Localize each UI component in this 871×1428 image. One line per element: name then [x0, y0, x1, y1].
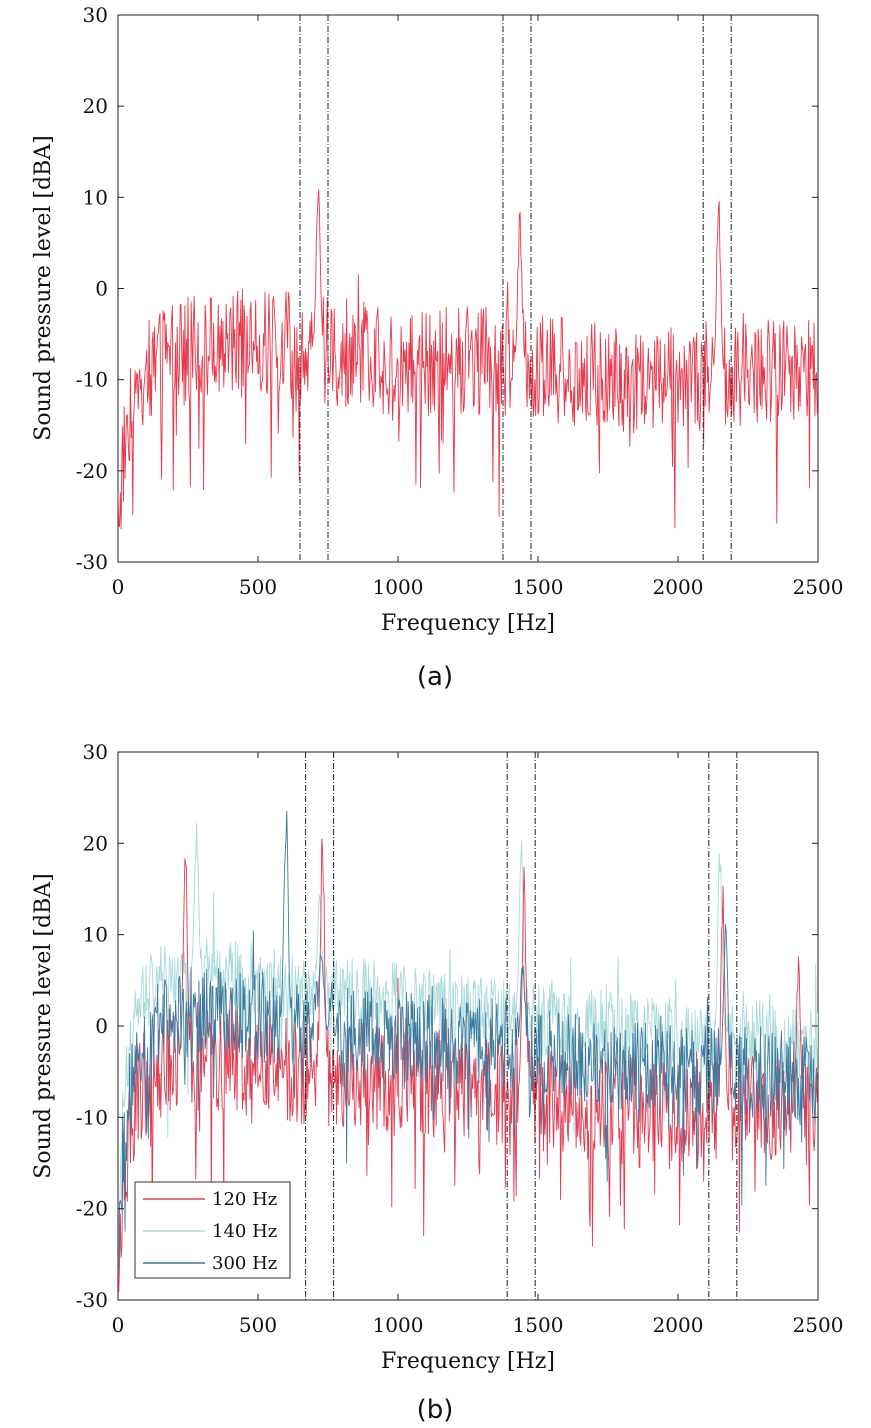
x-tick-labels: 0 500 1000 1500 2000 2500: [112, 15, 844, 599]
y-tick-label: 10: [83, 923, 108, 947]
x-tick-label: 1000: [373, 575, 424, 599]
series-group: [118, 810, 818, 1293]
legend-label-140hz: 140 Hz: [212, 1221, 277, 1242]
y-tick-label: -10: [76, 368, 108, 392]
chart-panel-b: 0 500 1000 1500 2000 2500 -30 -20 -10 0 10 20 30 Fr…: [31, 740, 843, 1425]
legend: 120 Hz 140 Hz 300 Hz: [134, 1181, 291, 1279]
series-line-spectrum: [118, 188, 818, 530]
y-tick-labels: -30 -20 -10 0 10 20 30: [76, 3, 818, 574]
chart-panel-a: 0 500 1000 1500 2000 2500 -30 -20 -10 0 10 20 30 Fr…: [31, 3, 843, 692]
y-tick-label: 20: [83, 94, 108, 118]
y-axis-label: Sound pressure level [dBA]: [31, 873, 56, 1178]
y-tick-label: 30: [83, 740, 108, 764]
y-tick-label: 20: [83, 831, 108, 855]
reference-lines: [299, 15, 732, 562]
panel-caption-a: (a): [417, 662, 453, 692]
series-line-120hz: [118, 838, 818, 1293]
x-axis-label: Frequency [Hz]: [381, 1349, 555, 1374]
series-line-300hz: [118, 810, 818, 1271]
panel-caption-b: (b): [417, 1395, 454, 1425]
y-tick-label: 0: [95, 1014, 108, 1038]
series-line-140hz: [118, 823, 818, 1258]
y-tick-label: -20: [76, 1197, 108, 1221]
x-tick-label: 500: [239, 575, 277, 599]
y-tick-label: -30: [76, 1288, 108, 1312]
y-tick-labels: -30 -20 -10 0 10 20 30: [76, 740, 818, 1312]
x-tick-label: 2500: [793, 575, 844, 599]
plot-area-frame: [117, 14, 819, 563]
legend-label-300hz: 300 Hz: [212, 1253, 277, 1274]
y-tick-label: -20: [76, 459, 108, 483]
x-tick-label: 1500: [513, 575, 564, 599]
x-tick-label: 2000: [653, 1313, 704, 1337]
y-tick-label: 30: [83, 3, 108, 27]
x-tick-label: 2000: [653, 575, 704, 599]
y-tick-label: 0: [95, 277, 108, 301]
y-axis-label: Sound pressure level [dBA]: [31, 135, 56, 440]
series-group: [118, 188, 818, 530]
x-tick-label: 1500: [513, 1313, 564, 1337]
legend-label-120hz: 120 Hz: [212, 1189, 277, 1210]
x-tick-label: 2500: [793, 1313, 844, 1337]
x-tick-label: 1000: [373, 1313, 424, 1337]
x-tick-label: 0: [112, 575, 125, 599]
legend-box: [134, 1181, 291, 1279]
y-tick-label: -10: [76, 1105, 108, 1129]
x-tick-labels: 0 500 1000 1500 2000 2500: [112, 752, 844, 1337]
x-tick-label: 500: [239, 1313, 277, 1337]
x-axis-label: Frequency [Hz]: [381, 611, 555, 636]
reference-lines: [305, 752, 738, 1300]
y-tick-label: -30: [76, 550, 108, 574]
y-tick-label: 10: [83, 185, 108, 209]
x-tick-label: 0: [112, 1313, 125, 1337]
